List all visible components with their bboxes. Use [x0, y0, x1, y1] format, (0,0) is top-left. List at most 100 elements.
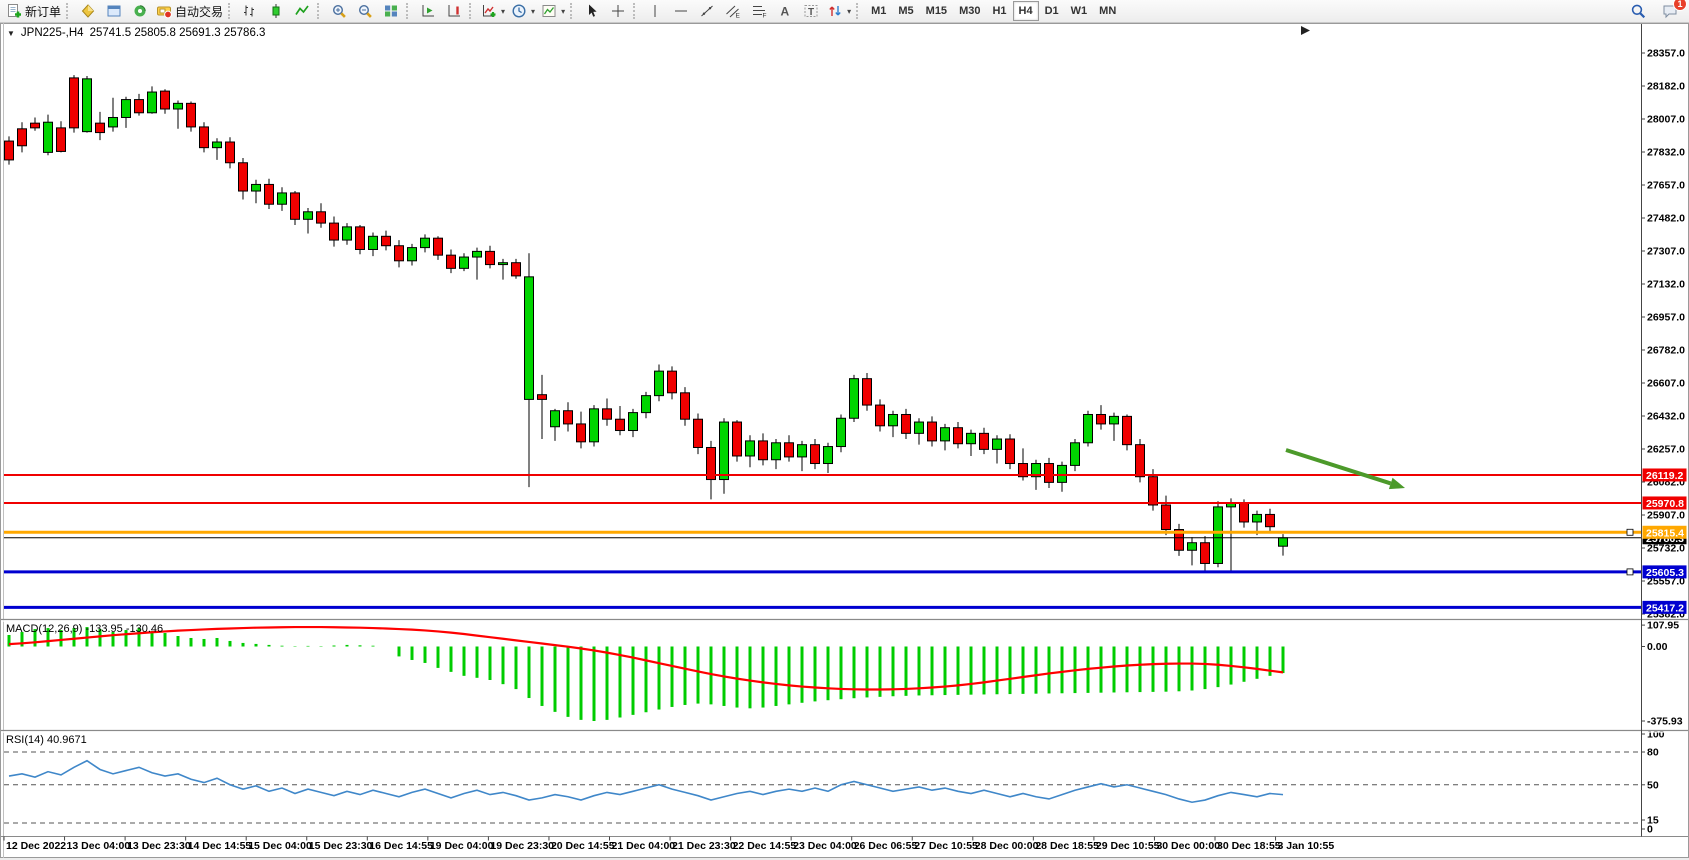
trend-arrow-annotation[interactable] — [1285, 448, 1405, 490]
timeframe-M15[interactable]: M15 — [925, 5, 948, 17]
time-tick-label: 22 Dec 14:55 — [733, 840, 797, 852]
bear-candle — [927, 421, 937, 442]
indicators-button[interactable]: ▾ — [478, 0, 508, 22]
time-tick-label: 14 Dec 14:55 — [188, 840, 252, 852]
new-order-button[interactable]: 新订单 — [3, 0, 64, 22]
tile-windows-button[interactable] — [378, 0, 404, 22]
timeframe-M5[interactable]: M5 — [898, 5, 914, 17]
auto-scroll-button[interactable] — [415, 0, 441, 22]
vertical-line-button[interactable] — [642, 0, 668, 22]
arrows-button[interactable]: ▾ — [824, 0, 854, 22]
bull-candle — [992, 438, 1002, 450]
fibonacci-button[interactable]: F — [746, 0, 772, 22]
bull-candle — [589, 408, 599, 443]
bull-candle — [472, 250, 482, 258]
timeframe-MN[interactable]: MN — [1099, 5, 1117, 17]
signal-icon — [134, 5, 146, 17]
bull-candle — [654, 370, 664, 397]
bear-candle — [485, 250, 495, 266]
dropdown-caret-icon: ▾ — [561, 6, 566, 16]
price-tick-label: 28182.0 — [1647, 81, 1685, 93]
timeframe-D1[interactable]: D1 — [1044, 5, 1059, 17]
time-tick-label: 13 Dec 04:00 — [67, 840, 131, 852]
svg-text:F: F — [763, 13, 767, 20]
timeframe-M30[interactable]: M30 — [959, 5, 981, 17]
horizontal-line-button[interactable] — [668, 0, 694, 22]
bear-candle — [433, 237, 443, 256]
timeframe-H4[interactable]: H4 — [1012, 1, 1039, 21]
rsi-indicator-label: RSI(14) 40.9671 — [6, 734, 87, 746]
zoom-out-button[interactable] — [352, 0, 378, 22]
dropdown-caret-icon: ▾ — [531, 6, 536, 16]
price-tick-label: 25557.0 — [1647, 576, 1685, 588]
trendline-button[interactable] — [694, 0, 720, 22]
rsi-tick-label: 0 — [1647, 824, 1653, 836]
hline-badge-25815.4: 25815.4 — [1642, 525, 1687, 539]
fibo-icon: F — [753, 6, 767, 20]
chart-canvas[interactable]: 28357.0 28182.0 28007.0 27832.0 27657.0 27482… — [0, 23, 1689, 858]
bull-candle — [797, 444, 807, 458]
templates-button[interactable]: ▾ — [538, 0, 568, 22]
text-label-button[interactable]: T — [798, 0, 824, 22]
search-button[interactable] — [1625, 0, 1651, 22]
bear-candle — [1265, 513, 1275, 528]
price-tick-label: 27307.0 — [1647, 246, 1685, 258]
svg-text:A: A — [781, 5, 790, 19]
chart-shift-button[interactable] — [441, 0, 467, 22]
candle-icon — [272, 4, 280, 18]
crosshair-button[interactable] — [605, 0, 631, 22]
algo-trading-button[interactable]: 自动交易 — [153, 0, 226, 22]
bull-candle — [43, 121, 53, 153]
candlestick-chart-button[interactable] — [263, 0, 289, 22]
cursor-button[interactable] — [579, 0, 605, 22]
bear-candle — [17, 128, 27, 147]
zoom-out-icon — [359, 4, 372, 18]
bear-candle — [1096, 413, 1106, 425]
timeframe-W1[interactable]: W1 — [1070, 5, 1088, 17]
bear-candle — [862, 378, 872, 406]
bear-candle — [186, 102, 196, 128]
bull-candle — [212, 141, 222, 149]
notifications-button[interactable]: 1 — [1657, 0, 1687, 22]
text-button[interactable]: A — [772, 0, 798, 22]
bear-candle — [160, 90, 170, 110]
price-tick-label: 27657.0 — [1647, 180, 1685, 192]
timeframe-H1[interactable]: H1 — [992, 5, 1007, 17]
hosting-button[interactable] — [75, 0, 101, 22]
rsi-tick-label: 15 — [1647, 815, 1659, 827]
symbol-dropdown-icon[interactable]: ▼ — [7, 28, 15, 38]
svg-text:25605.3: 25605.3 — [1646, 567, 1684, 579]
macd-name: MACD(12,26,9) — [6, 623, 83, 635]
zoom-in-button[interactable] — [326, 0, 352, 22]
bull-candle — [82, 78, 92, 133]
bear-candle — [667, 370, 677, 394]
hline-25605.3[interactable] — [4, 568, 1641, 576]
signals-button[interactable] — [127, 0, 153, 22]
new-order-icon — [8, 4, 21, 18]
hline-icon — [675, 10, 688, 12]
equidistant-channel-button[interactable]: E — [720, 0, 746, 22]
bear-candle — [290, 192, 300, 220]
bear-candle — [706, 446, 716, 481]
macd-values: -133.95 -130.46 — [85, 623, 164, 635]
rsi-tick-label: 80 — [1647, 747, 1659, 759]
bull-candle — [1187, 542, 1197, 551]
window-icon — [107, 5, 121, 17]
hline-badge-25970.8: 25970.8 — [1642, 496, 1687, 510]
chart-shift-marker[interactable] — [1301, 26, 1310, 35]
charts-button[interactable] — [101, 0, 127, 22]
periods-button[interactable]: ▾ — [508, 0, 538, 22]
line-chart-button[interactable] — [289, 0, 315, 22]
line-handle[interactable] — [1626, 528, 1634, 536]
line-handle[interactable] — [1626, 568, 1634, 576]
hline-badge-26119.2: 26119.2 — [1642, 468, 1687, 482]
bull-candle — [823, 446, 833, 465]
bear-candle — [979, 432, 989, 450]
timeframe-M1[interactable]: M1 — [871, 5, 887, 17]
algo-trading-button-label: 自动交易 — [175, 4, 224, 19]
bear-candle — [511, 262, 521, 277]
bull-candle — [745, 440, 755, 457]
bar-chart-button[interactable] — [237, 0, 263, 22]
hline-25815.4[interactable] — [4, 528, 1641, 536]
